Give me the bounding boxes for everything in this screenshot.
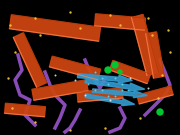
FancyArrow shape	[85, 94, 135, 106]
Circle shape	[105, 67, 111, 73]
Point	[139, 117, 141, 119]
Point	[39, 34, 41, 36]
Point	[109, 14, 111, 16]
Point	[69, 11, 71, 13]
Point	[114, 77, 116, 79]
Point	[11, 107, 14, 109]
Point	[150, 34, 153, 36]
Point	[94, 71, 96, 73]
Polygon shape	[50, 56, 101, 80]
Point	[33, 17, 36, 19]
Polygon shape	[5, 103, 45, 117]
Point	[33, 121, 36, 123]
Point	[157, 97, 159, 99]
FancyArrow shape	[77, 74, 132, 83]
Point	[103, 127, 106, 129]
Point	[74, 79, 76, 81]
Point	[101, 89, 103, 91]
Polygon shape	[131, 14, 159, 75]
Point	[14, 51, 16, 53]
Point	[129, 77, 131, 79]
Point	[166, 29, 169, 31]
Point	[147, 87, 149, 89]
Point	[127, 89, 129, 91]
Point	[107, 83, 109, 85]
Polygon shape	[109, 60, 150, 84]
Point	[6, 77, 9, 79]
Point	[121, 83, 123, 85]
Point	[78, 27, 81, 29]
Point	[119, 24, 122, 26]
Point	[161, 74, 163, 76]
Point	[121, 89, 123, 91]
Polygon shape	[146, 32, 164, 78]
Circle shape	[157, 109, 163, 115]
Point	[107, 95, 109, 97]
Polygon shape	[137, 86, 173, 104]
FancyArrow shape	[93, 89, 147, 98]
Circle shape	[118, 70, 122, 74]
Point	[101, 77, 103, 79]
Circle shape	[112, 62, 118, 68]
Polygon shape	[77, 88, 123, 102]
Point	[114, 95, 116, 97]
Polygon shape	[94, 14, 145, 30]
Point	[147, 17, 149, 19]
Point	[94, 89, 96, 91]
Point	[109, 99, 111, 101]
Point	[69, 129, 71, 131]
Polygon shape	[32, 80, 88, 100]
FancyArrow shape	[85, 79, 145, 91]
Point	[168, 51, 171, 53]
Point	[9, 24, 12, 26]
Point	[87, 83, 89, 85]
Polygon shape	[10, 15, 101, 41]
Point	[84, 94, 86, 96]
Polygon shape	[13, 33, 47, 87]
Point	[54, 74, 57, 76]
